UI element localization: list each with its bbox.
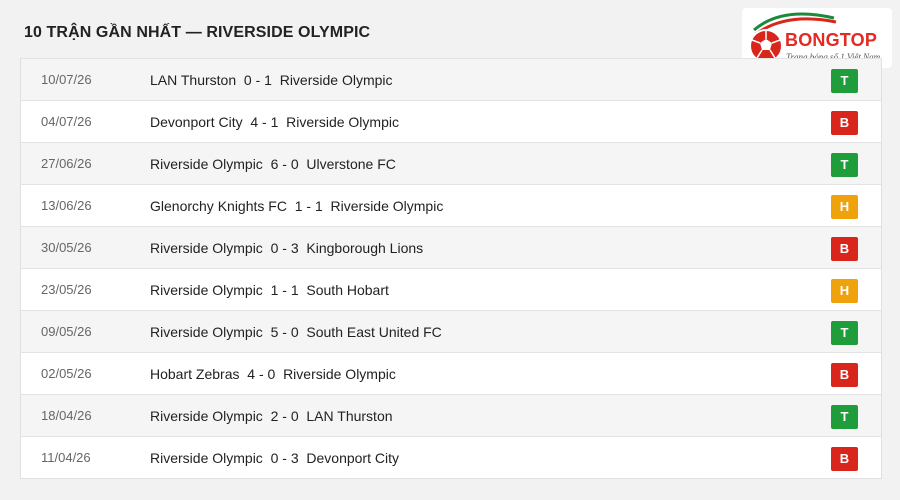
result-badge: T <box>831 321 858 345</box>
result-badge: B <box>831 447 858 471</box>
match-date: 13/06/26 <box>41 198 92 213</box>
home-team: Hobart Zebras <box>150 366 240 382</box>
away-team: Devonport City <box>306 450 399 466</box>
page-title: 10 TRẬN GẦN NHẤT — RIVERSIDE OLYMPIC <box>24 24 371 41</box>
match-score: 0 - 3 <box>270 240 299 256</box>
match-row[interactable]: 10/07/26 LAN Thurston 0 - 1 Riverside Oly… <box>21 58 881 100</box>
soccer-ball-icon <box>749 12 837 63</box>
match-fixture[interactable]: Riverside Olympic 1 - 1 South Hobart <box>150 269 389 311</box>
match-fixture[interactable]: Riverside Olympic 0 - 3 Devonport City <box>150 437 399 479</box>
match-fixture[interactable]: Riverside Olympic 5 - 0 South East Unite… <box>150 311 442 353</box>
match-date: 10/07/26 <box>41 72 92 87</box>
logo-tagline: Trang bóng số 1 Việt Nam <box>786 52 881 62</box>
header: 10 TRẬN GẦN NHẤT — RIVERSIDE OLYMPIC BON… <box>0 0 900 68</box>
away-team: Riverside Olympic <box>286 114 399 130</box>
away-team: Riverside Olympic <box>279 72 393 88</box>
home-team: Riverside Olympic <box>150 450 263 466</box>
match-row[interactable]: 09/05/26 Riverside Olympic 5 - 0 South Ea… <box>21 310 881 352</box>
result-badge: H <box>831 195 858 219</box>
match-date: 11/04/26 <box>41 450 91 465</box>
match-date: 02/05/26 <box>41 366 92 381</box>
match-list: 10/07/26 LAN Thurston 0 - 1 Riverside Oly… <box>20 58 882 479</box>
match-score: 2 - 0 <box>270 408 299 424</box>
result-badge: H <box>831 279 858 303</box>
match-fixture[interactable]: Riverside Olympic 2 - 0 LAN Thurston <box>150 395 393 437</box>
match-row[interactable]: 23/05/26 Riverside Olympic 1 - 1 South Ho… <box>21 268 881 310</box>
result-badge: B <box>831 363 858 387</box>
away-team: South Hobart <box>306 282 389 298</box>
match-score: 1 - 1 <box>294 198 323 214</box>
match-row[interactable]: 13/06/26 Glenorchy Knights FC 1 - 1 River… <box>21 184 881 226</box>
result-badge: B <box>831 237 858 261</box>
match-score: 5 - 0 <box>270 324 299 340</box>
match-fixture[interactable]: Riverside Olympic 0 - 3 Kingborough Lion… <box>150 227 423 269</box>
match-fixture[interactable]: LAN Thurston 0 - 1 Riverside Olympic <box>150 59 393 101</box>
home-team: Riverside Olympic <box>150 408 263 424</box>
match-score: 0 - 3 <box>270 450 299 466</box>
home-team: Riverside Olympic <box>150 282 263 298</box>
match-row[interactable]: 11/04/26 Riverside Olympic 0 - 3 Devonpor… <box>21 436 881 478</box>
match-score: 4 - 0 <box>247 366 276 382</box>
result-badge: T <box>831 405 858 429</box>
away-team: LAN Thurston <box>306 408 393 424</box>
match-fixture[interactable]: Glenorchy Knights FC 1 - 1 Riverside Oly… <box>150 185 443 227</box>
logo-brand: BONGTOP <box>785 30 878 50</box>
home-team: Riverside Olympic <box>150 240 263 256</box>
away-team: Kingborough Lions <box>306 240 424 256</box>
match-date: 23/05/26 <box>41 282 92 297</box>
away-team: Ulverstone FC <box>306 156 396 172</box>
match-date: 18/04/26 <box>41 408 92 423</box>
home-team: Riverside Olympic <box>150 324 263 340</box>
match-date: 30/05/26 <box>41 240 92 255</box>
away-team: Riverside Olympic <box>330 198 444 214</box>
match-date: 27/06/26 <box>41 156 92 171</box>
home-team: Riverside Olympic <box>150 156 263 172</box>
result-badge: T <box>831 69 858 93</box>
match-row[interactable]: 27/06/26 Riverside Olympic 6 - 0 Ulversto… <box>21 142 881 184</box>
match-row[interactable]: 30/05/26 Riverside Olympic 0 - 3 Kingboro… <box>21 226 881 268</box>
home-team: LAN Thurston <box>150 72 237 88</box>
home-team: Glenorchy Knights FC <box>150 198 287 214</box>
match-row[interactable]: 04/07/26 Devonport City 4 - 1 Riverside O… <box>21 100 881 142</box>
result-badge: T <box>831 153 858 177</box>
match-fixture[interactable]: Hobart Zebras 4 - 0 Riverside Olympic <box>150 353 396 395</box>
result-badge: B <box>831 111 858 135</box>
away-team: South East United FC <box>306 324 442 340</box>
match-fixture[interactable]: Devonport City 4 - 1 Riverside Olympic <box>150 101 399 143</box>
away-team: Riverside Olympic <box>283 366 396 382</box>
match-date: 04/07/26 <box>41 114 92 129</box>
match-score: 6 - 0 <box>270 156 299 172</box>
match-score: 0 - 1 <box>243 72 272 88</box>
match-score: 4 - 1 <box>250 114 279 130</box>
match-score: 1 - 1 <box>270 282 299 298</box>
match-row[interactable]: 02/05/26 Hobart Zebras 4 - 0 Riverside Ol… <box>21 352 881 394</box>
match-row[interactable]: 18/04/26 Riverside Olympic 2 - 0 LAN Thur… <box>21 394 881 436</box>
match-date: 09/05/26 <box>41 324 92 339</box>
match-fixture[interactable]: Riverside Olympic 6 - 0 Ulverstone FC <box>150 143 396 185</box>
home-team: Devonport City <box>150 114 243 130</box>
